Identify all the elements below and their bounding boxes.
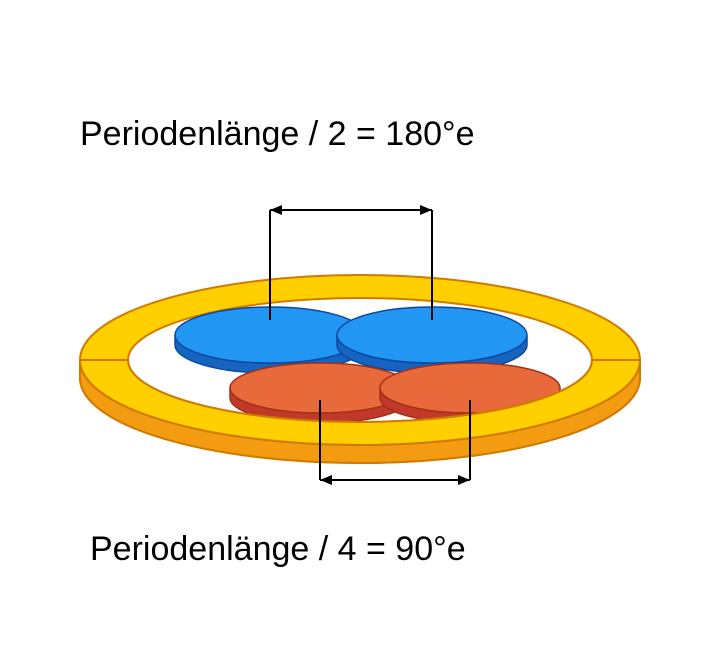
period-label-bottom: Periodenlänge / 4 = 90°e — [90, 530, 466, 569]
dimension-arrow-top — [270, 205, 432, 320]
period-label-top: Periodenlänge / 2 = 180°e — [80, 115, 475, 154]
